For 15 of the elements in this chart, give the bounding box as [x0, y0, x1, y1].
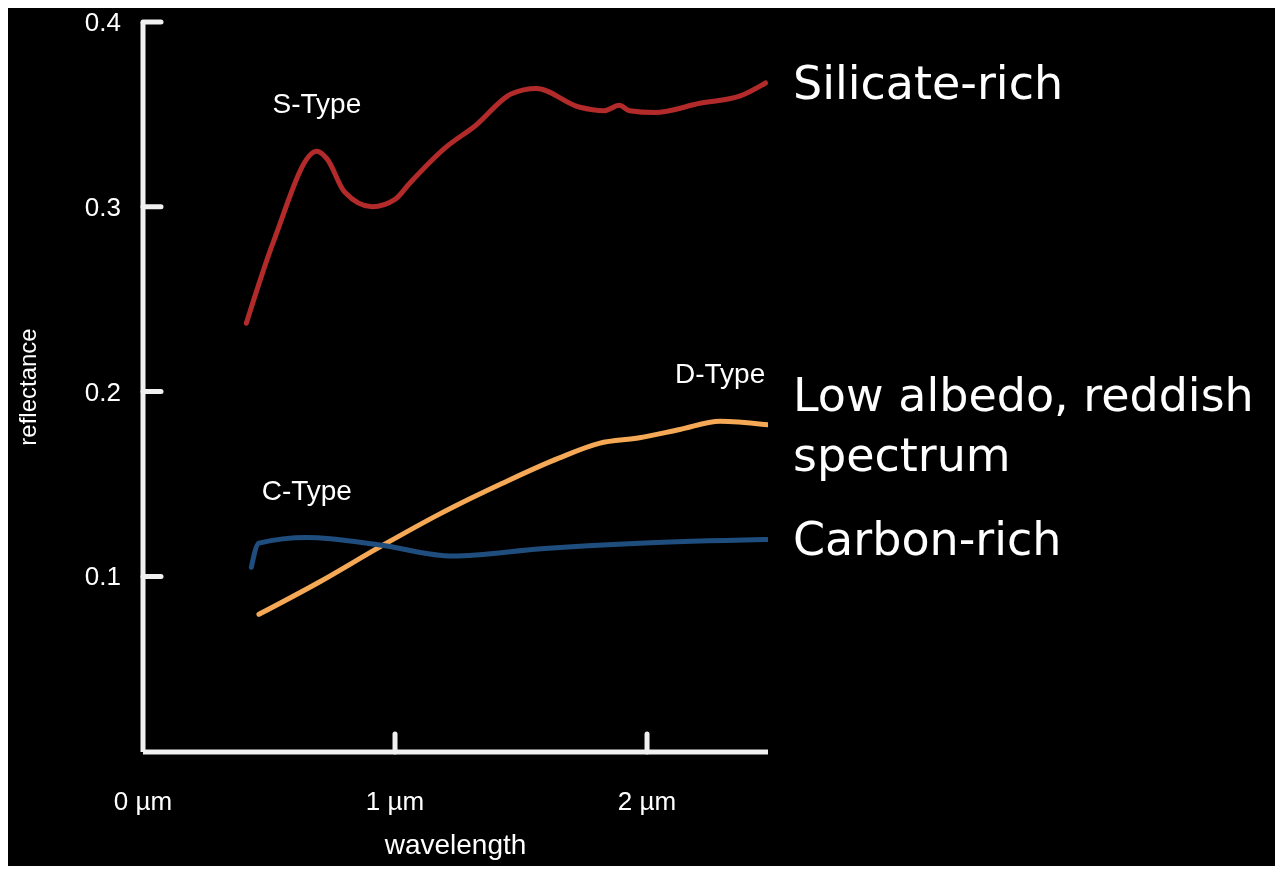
series-label: C-Type	[261, 474, 352, 506]
text: Low albedo, reddish spectrum	[793, 367, 1254, 482]
text: Carbon-rich	[793, 512, 1062, 567]
x-tick-label: 0 µm	[113, 786, 173, 816]
x-tick-label: 2 µm	[617, 786, 677, 816]
y-tick-label: 0.3	[84, 191, 121, 222]
series-label: D-Type	[674, 358, 766, 390]
series-label: S-Type	[272, 88, 362, 120]
y-tick-label: 0.4	[84, 7, 121, 37]
text: Silicate-rich	[793, 55, 1064, 110]
y-tick-label: 0.1	[84, 561, 121, 592]
y-axis-title: reflectance	[14, 328, 41, 446]
x-tick-label: 1 µm	[365, 786, 425, 816]
x-axis-title: wavelength	[383, 829, 527, 860]
y-tick-label: 0.2	[84, 376, 121, 407]
